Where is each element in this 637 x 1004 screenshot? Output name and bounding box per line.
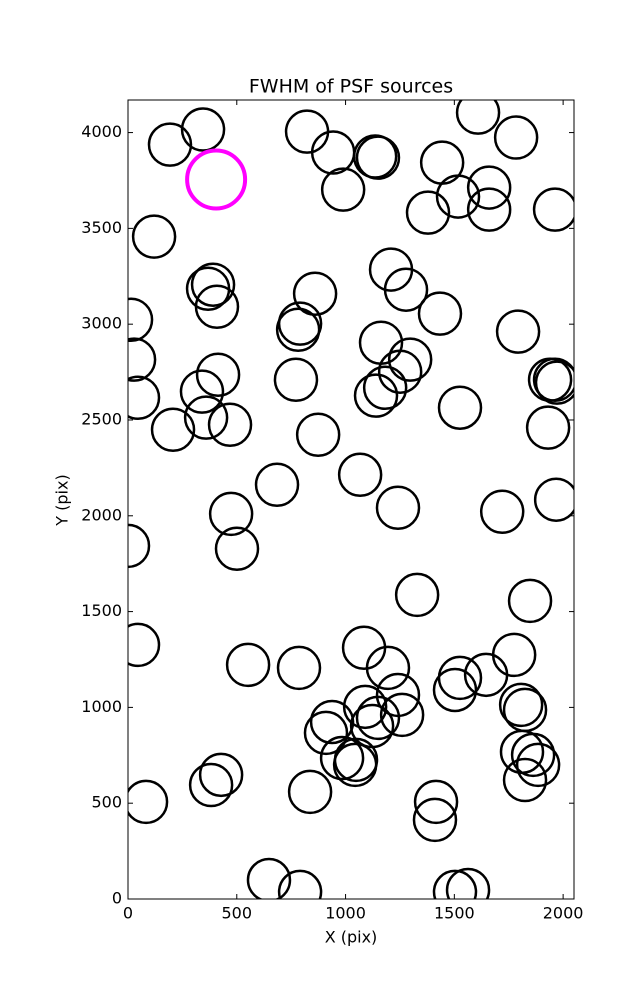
source-circle <box>208 491 254 537</box>
source-circle <box>214 526 260 571</box>
source-circle <box>502 757 548 803</box>
source-circle <box>353 373 399 418</box>
y-tick-label: 1000 <box>81 697 122 716</box>
y-tick-label: 0 <box>112 889 122 908</box>
source-circle <box>432 869 478 899</box>
source-circle <box>412 797 458 843</box>
source-circle <box>225 642 271 688</box>
source-circle <box>150 407 196 453</box>
source-circle <box>295 412 341 457</box>
source-circle <box>309 699 355 745</box>
x-tick-label: 2000 <box>543 904 584 923</box>
source-circle <box>387 337 433 382</box>
x-tick-label: 500 <box>222 904 253 923</box>
source-circle <box>507 578 553 624</box>
source-circle <box>417 291 463 336</box>
source-circle <box>375 485 421 530</box>
y-tick-label: 3000 <box>81 314 122 333</box>
source-circle <box>479 489 525 535</box>
source-circle <box>185 148 248 211</box>
source-circle <box>405 190 451 235</box>
source-circle <box>355 135 401 180</box>
source-circle <box>413 779 459 825</box>
y-tick-label: 2000 <box>81 505 122 524</box>
source-circle <box>188 762 234 808</box>
source-circle <box>435 174 481 219</box>
source-circle <box>147 122 193 167</box>
source-circle <box>437 385 483 430</box>
plot-frame <box>127 99 575 900</box>
source-circle <box>180 107 226 152</box>
source-circle <box>128 375 161 421</box>
source-circle <box>455 100 501 135</box>
plot-area <box>128 100 574 899</box>
source-circle <box>342 684 388 730</box>
source-circle <box>183 395 229 440</box>
source-circle <box>532 357 574 402</box>
x-tick-label: 1500 <box>434 904 475 923</box>
source-circle <box>287 769 333 815</box>
source-circle <box>319 735 365 781</box>
source-circle <box>179 369 225 414</box>
y-tick-label: 500 <box>91 793 122 812</box>
y-tick-label: 3500 <box>81 218 122 237</box>
y-tick-label: 2500 <box>81 409 122 428</box>
source-circle <box>276 645 322 691</box>
source-circle <box>534 360 574 405</box>
source-circle <box>254 462 300 507</box>
source-circle <box>362 365 408 411</box>
source-circle <box>493 115 539 160</box>
source-circle <box>246 857 292 899</box>
source-circle <box>510 732 556 778</box>
source-circle <box>303 710 349 756</box>
source-circle <box>128 779 169 825</box>
source-circle <box>337 452 383 498</box>
source-circle <box>445 867 491 899</box>
x-axis-label: X (pix) <box>325 928 378 947</box>
source-circle <box>128 622 161 668</box>
source-circle <box>377 349 423 394</box>
y-axis-label: Y (pix) <box>53 474 72 526</box>
source-circle <box>379 692 425 738</box>
source-circle <box>466 165 512 210</box>
source-circle <box>128 337 157 382</box>
source-circle <box>532 187 574 232</box>
source-circle <box>131 214 177 259</box>
source-circle <box>194 284 240 329</box>
source-circle <box>355 695 401 741</box>
source-circle <box>277 869 323 899</box>
source-circle <box>515 742 561 788</box>
source-circle <box>533 477 574 522</box>
source-circle <box>525 405 571 450</box>
source-circle <box>273 357 319 402</box>
x-tick-label: 0 <box>123 904 133 923</box>
source-circle <box>498 682 544 728</box>
source-circle <box>463 652 509 698</box>
source-circle <box>495 309 541 354</box>
source-circle <box>333 737 379 783</box>
source-circle <box>383 267 429 312</box>
x-tick-label: 1000 <box>325 904 366 923</box>
source-circle <box>320 167 366 212</box>
source-circle <box>198 752 244 798</box>
y-tick-label: 4000 <box>81 122 122 141</box>
source-circle <box>190 262 236 307</box>
source-circle <box>277 301 323 346</box>
source-circle <box>207 402 253 448</box>
source-circle <box>394 572 440 618</box>
source-circle <box>466 187 512 232</box>
source-circle <box>365 645 411 691</box>
source-circle <box>128 523 151 569</box>
source-circle <box>432 667 478 713</box>
source-circle <box>292 271 338 316</box>
source-circle <box>195 352 241 398</box>
y-tick-label: 1500 <box>81 601 122 620</box>
chart-title: FWHM of PSF sources <box>249 76 453 98</box>
source-circle <box>128 297 154 343</box>
